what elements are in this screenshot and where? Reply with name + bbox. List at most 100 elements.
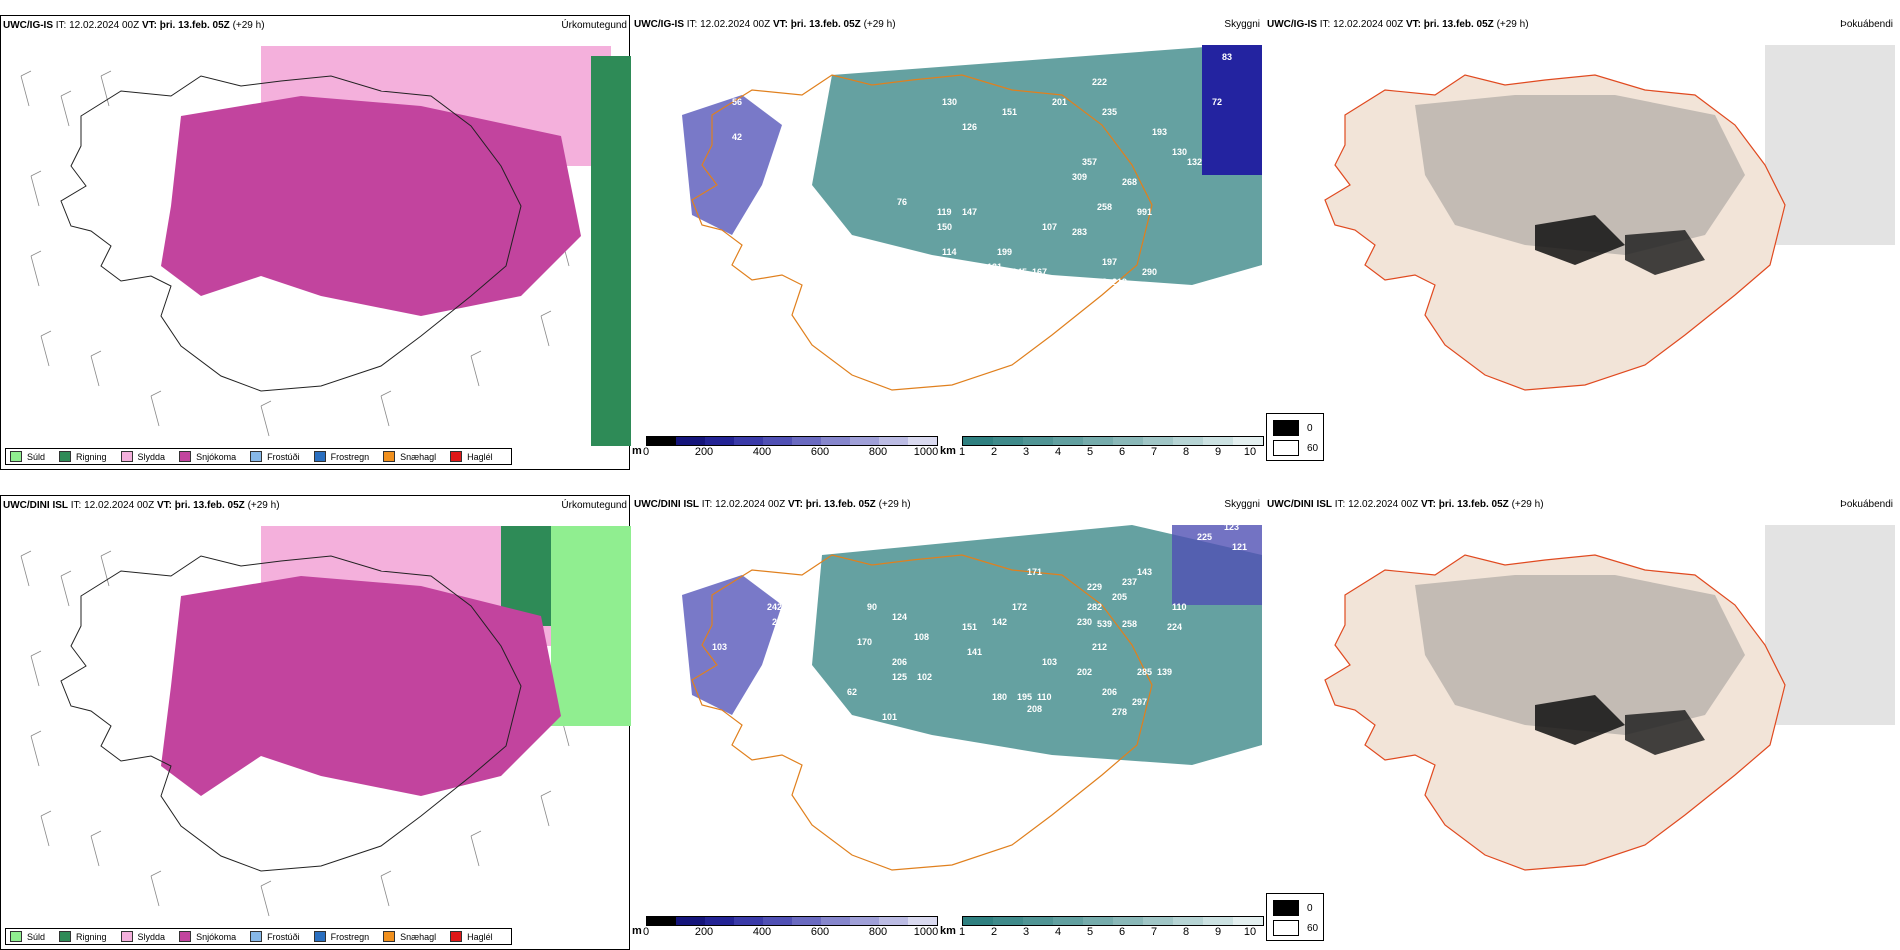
ceiling-label: 37	[932, 397, 942, 407]
road-outline	[691, 74, 1153, 391]
iceland-outline	[60, 75, 522, 392]
ceiling-label: 357	[1082, 157, 1097, 167]
ceiling-label: 90	[867, 602, 877, 612]
it-label: IT:	[70, 500, 82, 511]
ceiling-label: 148	[802, 582, 817, 592]
tick-label: 1	[958, 446, 966, 458]
ceiling-label: 139	[1157, 667, 1172, 677]
snow-area	[161, 96, 581, 316]
ceiling-label: 219	[1112, 277, 1127, 287]
panel-title: Skyggni	[1224, 19, 1260, 30]
legend-item: Súld	[10, 451, 45, 462]
ceiling-label: 121	[1232, 542, 1247, 552]
ceiling-label: 237	[1122, 577, 1137, 587]
panel-title: Skyggni	[1224, 499, 1260, 510]
fog-index-panel-top: UWC/IG-IS IT: 12.02.2024 00Z VT: þri. 13…	[1265, 15, 1895, 470]
tick-label: 8	[1182, 446, 1190, 458]
fog-high	[1625, 710, 1705, 755]
panel-title: Úrkomutegund	[561, 20, 627, 31]
ceiling-label: 230	[1077, 617, 1092, 627]
lead-time: (+29 h)	[232, 20, 265, 31]
precip-map	[20, 46, 631, 446]
fog-shading	[1415, 95, 1745, 255]
tick-label: 3	[1022, 926, 1030, 938]
panel-header: UWC/DINI ISL IT: 12.02.2024 00Z VT: þri.…	[3, 500, 627, 514]
lead-time: (+29 h)	[878, 499, 911, 510]
ceiling-label: 282	[1087, 602, 1102, 612]
ceiling-label: 105	[922, 282, 937, 292]
ceiling-labels: 83 72 130 126 151 201 222 235 193 130 13…	[732, 52, 1232, 412]
tick-label: 4	[1054, 926, 1062, 938]
it-label: IT:	[701, 499, 713, 510]
tick-label: 0	[642, 926, 650, 938]
tick-label: 800	[868, 446, 888, 458]
vt-label: VT:	[1405, 19, 1421, 30]
ceiling-label: 206	[892, 657, 907, 667]
low-ceiling-area-west	[682, 575, 782, 715]
vt-label: VT:	[1420, 499, 1436, 510]
ceiling-label: 86	[822, 707, 832, 717]
low-ceiling-area	[1202, 45, 1262, 175]
ceiling-label: 224	[1167, 622, 1182, 632]
precip-type-legend: Súld Rigning Slydda Snjókoma Frostúði Fr…	[5, 928, 512, 945]
precip-type-panel-bottom: UWC/DINI ISL IT: 12.02.2024 00Z VT: þri.…	[0, 495, 631, 950]
ceiling-label: 126	[962, 122, 977, 132]
fog-map	[1324, 525, 1895, 871]
ceiling-label: 290	[1142, 267, 1157, 277]
ceiling-label: 80	[777, 302, 787, 312]
offshore-fog	[1765, 525, 1895, 725]
visibility-map: 83 72 130 126 151 201 222 235 193 130 13…	[682, 45, 1262, 412]
ceiling-bar	[646, 916, 938, 926]
low-visibility-area	[812, 45, 1262, 285]
ceiling-label: 101	[882, 712, 897, 722]
ceiling-label: 285	[1137, 667, 1152, 677]
ceiling-label: 167	[762, 192, 777, 202]
it-value: 12.02.2024 00Z	[700, 19, 771, 30]
ceiling-label: 258	[1097, 202, 1112, 212]
ceiling-label: 235	[1102, 107, 1117, 117]
tick-label: 9	[1214, 446, 1222, 458]
vt-value: þri. 13.feb. 05Z	[1423, 19, 1494, 30]
ceiling-label: 125	[892, 672, 907, 682]
tick-label: 6	[1118, 926, 1126, 938]
tick-label: 7	[1150, 446, 1158, 458]
ceiling-label: 206	[1102, 687, 1117, 697]
fog-legend-dark-label: 0	[1307, 422, 1313, 434]
tick-label: 800	[868, 926, 888, 938]
ceiling-label: 172	[1012, 602, 1027, 612]
it-value: 12.02.2024 00Z	[84, 500, 155, 511]
tick-label: 5	[1086, 926, 1094, 938]
low-visibility-area	[812, 525, 1262, 765]
tick-label: 10	[1243, 926, 1257, 938]
ceiling-label: 180	[992, 692, 1007, 702]
it-value: 12.02.2024 00Z	[69, 20, 140, 31]
it-label: IT:	[1319, 19, 1331, 30]
ceiling-label: 151	[962, 622, 977, 632]
fog-legend-light-label: 60	[1307, 442, 1319, 454]
vt-value: þri. 13.feb. 05Z	[805, 499, 876, 510]
ceiling-label: 193	[1152, 127, 1167, 137]
ceiling-label: 169	[1052, 277, 1067, 287]
panel-header: UWC/DINI ISL IT: 12.02.2024 00Z VT: þri.…	[634, 499, 1260, 513]
ceiling-label: 105	[757, 577, 772, 587]
ceiling-label: 278	[1112, 707, 1127, 717]
ceiling-label: 132	[1187, 157, 1202, 167]
tick-label: 200	[694, 446, 714, 458]
lead-time: (+29 h)	[247, 500, 280, 511]
model-name: UWC/IG-IS	[1267, 19, 1317, 30]
fog-legend-dark-label: 0	[1307, 902, 1313, 914]
ceiling-label: 98	[792, 657, 802, 667]
tick-label: 2	[990, 926, 998, 938]
fog-legend-light-label: 60	[1307, 922, 1319, 934]
road-outline	[691, 554, 1153, 871]
ceiling-label: 170	[857, 637, 872, 647]
model-name: UWC/DINI ISL	[3, 500, 68, 511]
vt-value: þri. 13.feb. 05Z	[790, 19, 861, 30]
precip-type-legend: Súld Rigning Slydda Snjókoma Frostúði Fr…	[5, 448, 512, 465]
tick-label: 2	[990, 446, 998, 458]
ceiling-label: 52	[872, 267, 882, 277]
ceiling-label: 147	[962, 207, 977, 217]
panel-title: Þokuábendi	[1840, 19, 1893, 30]
legend-item: Snjókoma	[179, 931, 236, 942]
ceiling-label: 72	[1212, 97, 1222, 107]
